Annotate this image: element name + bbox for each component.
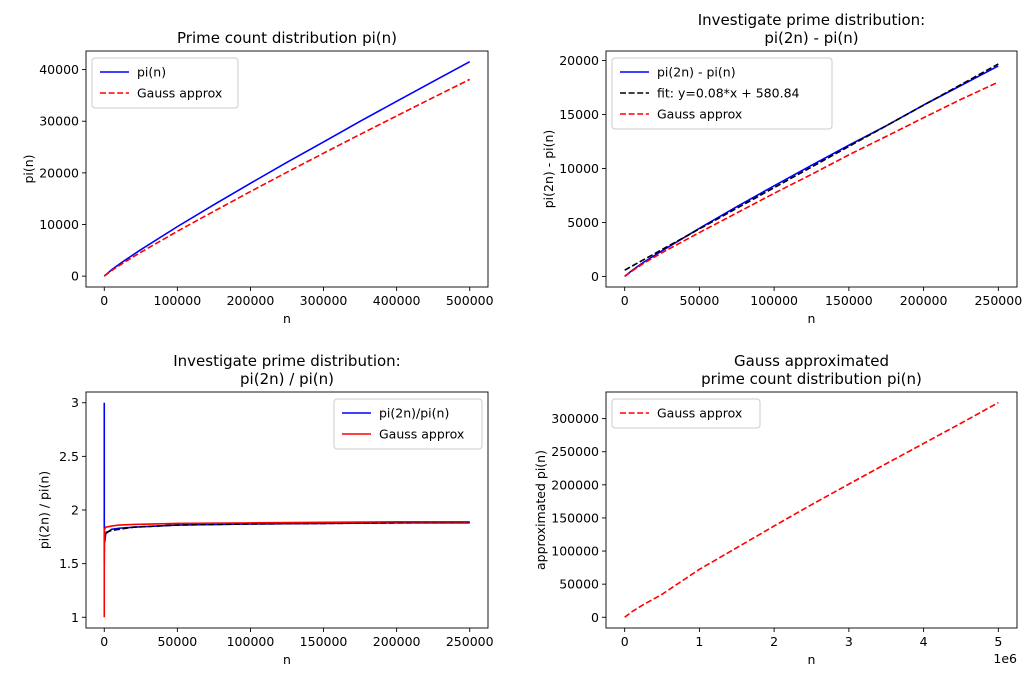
legend-label: fit: y=0.08*x + 580.84 (657, 86, 800, 101)
y-tick-label: 10000 (559, 161, 599, 176)
legend-label: Gauss approx (379, 427, 464, 442)
legend-box (333, 398, 483, 450)
y-tick-label: 5000 (567, 215, 599, 230)
x-tick-label: 50000 (157, 634, 197, 649)
x-tick-label: 1 (695, 634, 703, 649)
y-tick-label: 1 (71, 610, 79, 625)
chart-title: prime count distribution pi(n) (701, 370, 922, 388)
y-tick-label: 0 (71, 269, 79, 284)
x-tick-label: 0 (100, 293, 108, 308)
legend-label: pi(2n)/pi(n) (379, 406, 449, 421)
chart-title: Investigate prime distribution: (698, 11, 926, 29)
y-tick-label: 300000 (551, 411, 599, 426)
legend-label: pi(2n) - pi(n) (657, 65, 736, 80)
series-line (624, 81, 999, 278)
chart-panel-3: Investigate prime distribution:pi(2n) / … (37, 352, 494, 667)
y-tick-label: 2 (71, 503, 79, 518)
chart-title: pi(2n) - pi(n) (764, 29, 858, 47)
x-tick-label: 0 (621, 634, 629, 649)
x-offset-label: 1e6 (993, 651, 1017, 666)
y-tick-label: 150000 (551, 510, 599, 525)
x-tick-label: 200000 (373, 634, 421, 649)
chart-title: pi(2n) / pi(n) (240, 370, 334, 388)
y-tick-label: 30000 (39, 114, 79, 129)
y-tick-label: 50000 (559, 577, 599, 592)
x-tick-label: 0 (100, 634, 108, 649)
legend-box (91, 57, 239, 109)
x-tick-label: 200000 (227, 293, 275, 308)
x-tick-label: 250000 (446, 634, 494, 649)
series-line (624, 63, 999, 271)
legend-box (611, 398, 761, 429)
x-tick-label: 150000 (300, 634, 348, 649)
axes-frame (605, 50, 1018, 288)
chart-panel-2: Investigate prime distribution:pi(2n) - … (541, 11, 1022, 326)
chart-title: Prime count distribution pi(n) (177, 29, 397, 47)
x-tick-label: 100000 (154, 293, 202, 308)
chart-panel-1: Prime count distribution pi(n)0 100000 200… (21, 29, 494, 326)
x-tick-label: 3 (845, 634, 853, 649)
x-tick-label: 4 (920, 634, 928, 649)
y-tick-label: 200000 (551, 477, 599, 492)
x-tick-label: 300000 (300, 293, 348, 308)
y-axis-label: pi(2n) / pi(n) (37, 471, 52, 549)
x-tick-label: 200000 (900, 293, 948, 308)
y-tick-label: 3 (71, 395, 79, 410)
x-tick-label: 100000 (227, 634, 275, 649)
y-axis-label: pi(n) (21, 154, 36, 183)
legend-label: Gauss approx (137, 86, 222, 101)
series-line (105, 521, 470, 534)
y-tick-label: 250000 (551, 444, 599, 459)
series-line (103, 520, 470, 618)
series-line (624, 401, 999, 618)
x-axis-label: n (283, 311, 291, 326)
series-line (624, 65, 999, 278)
y-tick-label: 40000 (39, 62, 79, 77)
chart-title: Gauss approximated (734, 352, 889, 370)
y-tick-label: 0 (591, 610, 599, 625)
y-tick-label: 15000 (559, 107, 599, 122)
legend-label: Gauss approx (657, 107, 742, 122)
x-tick-label: 100000 (750, 293, 798, 308)
legend-label: Gauss approx (657, 406, 742, 421)
legend: Gauss approx (611, 398, 761, 429)
x-tick-label: 500000 (446, 293, 494, 308)
x-tick-label: 50000 (680, 293, 720, 308)
axes-frame (605, 391, 1018, 629)
legend: pi(2n) - pi(n) fit: y=0.08*x + 580.84 Gaus… (611, 57, 833, 130)
x-tick-label: 250000 (974, 293, 1022, 308)
y-tick-label: 20000 (39, 165, 79, 180)
y-tick-label: 1.5 (59, 556, 79, 571)
y-axis-label: approximated pi(n) (533, 450, 548, 570)
axes-frame (85, 50, 489, 288)
y-tick-label: 10000 (39, 217, 79, 232)
x-tick-label: 0 (621, 293, 629, 308)
x-axis-label: n (808, 652, 816, 667)
x-tick-label: 5 (994, 634, 1002, 649)
y-axis-label: pi(2n) - pi(n) (541, 130, 556, 209)
x-tick-label: 150000 (825, 293, 873, 308)
legend-box (611, 57, 833, 130)
y-tick-label: 100000 (551, 544, 599, 559)
x-tick-label: 2 (770, 634, 778, 649)
x-axis-label: n (283, 652, 291, 667)
legend-label: pi(n) (137, 65, 166, 80)
x-axis-label: n (808, 311, 816, 326)
x-tick-label: 400000 (373, 293, 421, 308)
y-tick-label: 0 (591, 269, 599, 284)
chart-title: Investigate prime distribution: (173, 352, 401, 370)
legend: pi(2n)/pi(n) Gauss approx (333, 398, 483, 450)
series-line (103, 78, 471, 277)
y-tick-label: 2.5 (59, 449, 79, 464)
y-tick-label: 20000 (559, 53, 599, 68)
legend: pi(n) Gauss approx (91, 57, 239, 109)
series-line (103, 60, 471, 277)
